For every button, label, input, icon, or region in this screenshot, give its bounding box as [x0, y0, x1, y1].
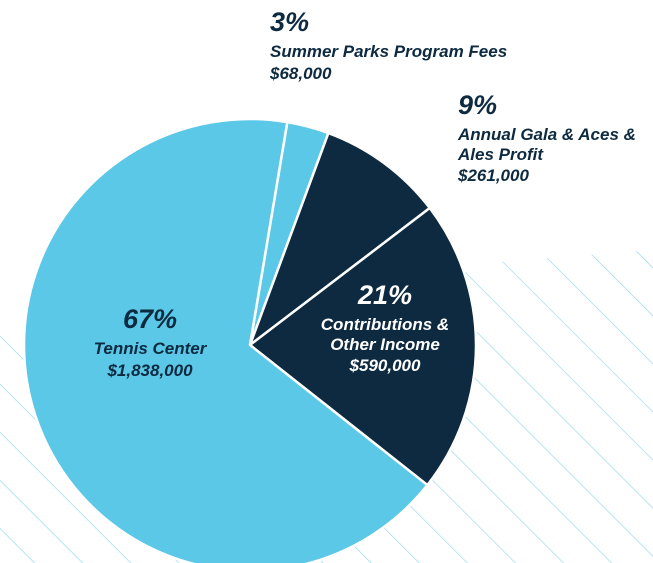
category-label: Tennis Center — [93, 339, 207, 358]
value-label: 67% — [122, 304, 178, 334]
category-label: Contributions & Other Income — [320, 315, 450, 354]
amount-label: $261,000 — [458, 166, 529, 186]
pie — [22, 117, 478, 563]
value-label: 21% — [357, 280, 413, 310]
pie-slice — [247, 131, 432, 349]
amount-label: $1,838,000 — [107, 360, 193, 380]
amount-label: $590,000 — [349, 356, 421, 376]
amount-label: $68,000 — [270, 63, 332, 83]
category-label: Summer Parks Program Fees — [270, 42, 508, 61]
pie-slice — [247, 206, 478, 487]
value-label: 3% — [270, 7, 310, 37]
pie-slice — [22, 117, 430, 563]
value-label: 9% — [458, 90, 498, 120]
category-label: Annual Gala & Aces & Ales Profit — [458, 125, 636, 164]
